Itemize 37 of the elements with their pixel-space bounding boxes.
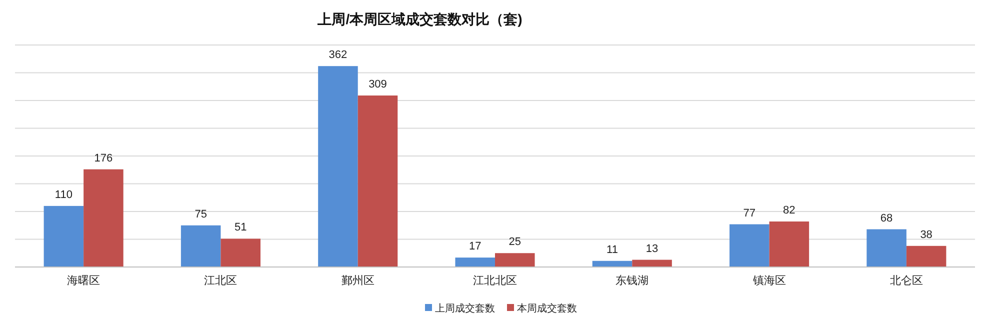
data-label: 51 xyxy=(234,222,247,234)
data-label: 25 xyxy=(508,236,522,248)
legend-label: 本周成交套数 xyxy=(517,302,577,314)
bar xyxy=(318,66,358,267)
x-tick-label: 镇海区 xyxy=(752,275,786,287)
data-label: 17 xyxy=(468,240,482,253)
bar xyxy=(455,258,495,267)
bar xyxy=(495,253,535,267)
bar xyxy=(906,246,946,267)
data-label: 68 xyxy=(880,212,893,224)
x-tick-label: 江北北区 xyxy=(473,274,517,287)
data-label: 11 xyxy=(606,244,618,256)
bar xyxy=(632,260,672,267)
x-tick-label: 东钱湖 xyxy=(616,274,649,287)
data-label: 362 xyxy=(328,49,348,62)
data-label: 77 xyxy=(743,207,756,220)
legend-label: 上周成交套数 xyxy=(435,302,495,314)
bar xyxy=(769,221,810,267)
data-label: 110 xyxy=(54,188,72,201)
x-tick-label: 江北区 xyxy=(204,274,238,287)
data-label: 13 xyxy=(646,242,658,255)
bar xyxy=(358,96,398,267)
x-tick-label: 海曙区 xyxy=(67,275,100,287)
data-label: 309 xyxy=(368,78,387,91)
data-label: 82 xyxy=(783,204,796,216)
bar xyxy=(220,238,260,267)
x-tick-label: 北仑区 xyxy=(890,274,923,287)
x-tick-label: 鄞州区 xyxy=(341,274,374,287)
bar xyxy=(84,169,124,267)
bar xyxy=(180,225,221,267)
data-label: 38 xyxy=(920,228,932,241)
bar xyxy=(866,229,906,267)
chart-title: 上周/本周区域成交套数对比（套) xyxy=(316,11,522,27)
bar xyxy=(730,224,770,267)
bar xyxy=(44,206,84,267)
data-label: 176 xyxy=(94,152,113,164)
data-label: 75 xyxy=(194,208,207,220)
